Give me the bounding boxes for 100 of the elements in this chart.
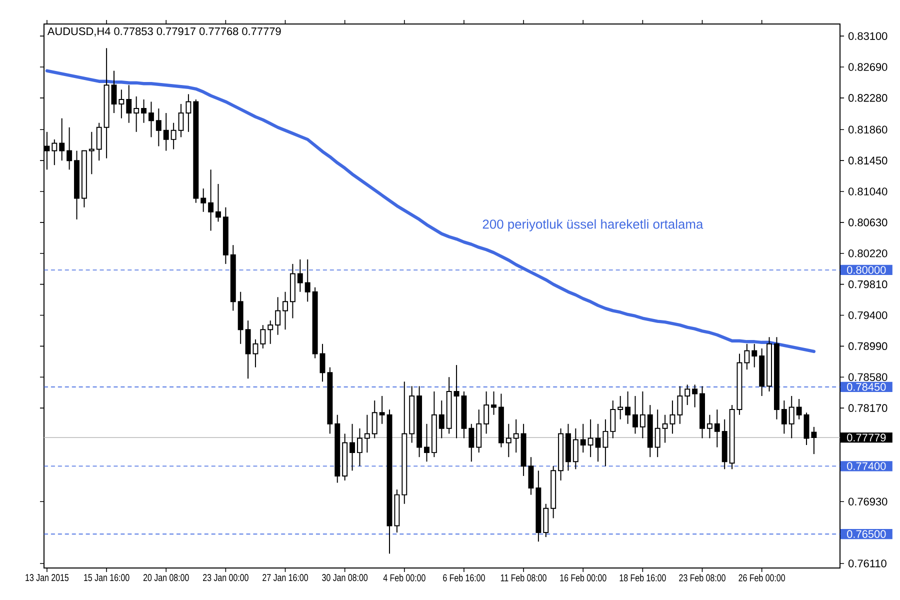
candlestick	[52, 138, 58, 166]
candlestick	[558, 428, 564, 481]
candlestick	[654, 409, 660, 458]
candlestick	[536, 470, 542, 542]
candlestick	[216, 183, 221, 222]
candlestick	[342, 433, 348, 481]
candlestick	[282, 291, 288, 330]
candlestick	[170, 122, 176, 150]
candlestick	[506, 423, 512, 458]
y-tick-label: 0.82690	[848, 63, 888, 71]
x-tick-label: 30 Jan 08:00	[322, 574, 368, 582]
candlestick	[774, 336, 780, 420]
candlestick	[618, 395, 624, 420]
candlestick	[118, 89, 124, 119]
candlestick	[811, 426, 817, 455]
candlestick	[111, 70, 117, 114]
y-tick-label: 0.82280	[848, 94, 888, 102]
candlestick	[275, 296, 281, 336]
candlestick	[334, 414, 340, 484]
y-tick-label: 0.80220	[848, 249, 888, 258]
candlestick	[96, 122, 102, 162]
series-label: 200 periyotluk üssel hareketli ortalama	[482, 219, 704, 232]
candlestick	[484, 390, 490, 434]
candlestick	[409, 386, 415, 444]
candlestick	[74, 150, 80, 220]
candlestick	[513, 418, 519, 454]
candlestick	[595, 423, 601, 462]
candlestick	[402, 381, 408, 504]
y-tick-label: 0.79400	[848, 311, 888, 320]
candlestick	[178, 103, 184, 138]
y-tick-label: 0.76110	[848, 560, 886, 568]
candlestick	[394, 489, 400, 534]
candlestick	[602, 418, 608, 467]
candlestick	[706, 414, 712, 439]
candlestick	[528, 456, 534, 496]
candlestick	[416, 386, 422, 458]
candlestick	[222, 206, 228, 264]
candlestick	[141, 98, 147, 124]
candlestick	[744, 343, 750, 370]
candlestick	[520, 423, 526, 476]
x-tick-label: 13 Jan 2015	[26, 574, 69, 582]
x-tick-label: 26 Feb 00:00	[738, 574, 785, 582]
candlestick	[498, 393, 504, 448]
candlestick	[543, 503, 549, 538]
candlestick	[580, 423, 586, 454]
candlestick	[372, 400, 378, 439]
candlestick	[796, 398, 802, 420]
x-tick-label: 23 Jan 00:00	[203, 574, 248, 582]
candlestick	[364, 414, 370, 454]
candlestick	[327, 366, 333, 434]
y-tick-label: 0.76930	[848, 498, 888, 506]
y-tick-label: 0.81450	[848, 156, 888, 164]
y-tick-label: 0.81860	[848, 126, 888, 134]
candlestick	[572, 428, 578, 470]
y-tick-label: 0.78580	[848, 373, 888, 381]
candlestick	[714, 409, 720, 448]
candlestick	[736, 353, 742, 416]
candlestick	[379, 395, 385, 424]
candlestick	[356, 428, 362, 467]
candlestick	[476, 409, 482, 454]
ref-line-label: 0.76500	[847, 530, 886, 538]
candlestick	[104, 48, 110, 159]
candlestick	[759, 348, 765, 396]
y-tick-label: 0.83100	[848, 32, 888, 40]
candlestick	[200, 188, 206, 212]
candlestick	[268, 320, 274, 344]
candlestick	[230, 244, 236, 312]
candlestick	[438, 400, 444, 439]
candlestick	[350, 423, 356, 472]
candlestick	[647, 404, 653, 458]
x-tick-label: 15 Jan 16:00	[84, 574, 130, 582]
x-tick-label: 4 Feb 00:00	[383, 574, 426, 582]
candlestick	[610, 400, 616, 439]
candlestick	[238, 291, 244, 344]
candlestick	[148, 101, 154, 138]
y-tick-label: 0.81040	[848, 188, 888, 196]
chart-title: AUDUSD,H4 0.77853 0.77917 0.77768 0.77779	[47, 27, 281, 36]
candlestick	[163, 112, 169, 152]
candlestick	[766, 336, 772, 392]
candlestick	[66, 126, 72, 170]
candlestick	[468, 423, 474, 462]
x-tick-label: 18 Feb 16:00	[620, 574, 666, 582]
candlestick	[640, 390, 646, 439]
candlestick	[260, 324, 266, 349]
candlestick	[320, 343, 326, 382]
candlestick	[290, 263, 296, 319]
candlestick	[722, 418, 728, 470]
candlestick	[677, 386, 683, 424]
y-tick-label: 0.78170	[848, 404, 888, 412]
y-tick-label: 0.78990	[848, 342, 888, 350]
candlestick	[729, 404, 735, 470]
candlestick	[550, 466, 556, 519]
candlestick	[134, 96, 140, 132]
candlestick	[304, 258, 310, 302]
candlestick	[424, 423, 430, 462]
x-tick-label: 6 Feb 16:00	[443, 574, 485, 582]
ref-line-label: 0.78450	[847, 383, 886, 391]
candlestick	[312, 286, 318, 359]
candlestick	[446, 376, 452, 434]
x-tick-label: 11 Feb 08:00	[500, 574, 546, 582]
